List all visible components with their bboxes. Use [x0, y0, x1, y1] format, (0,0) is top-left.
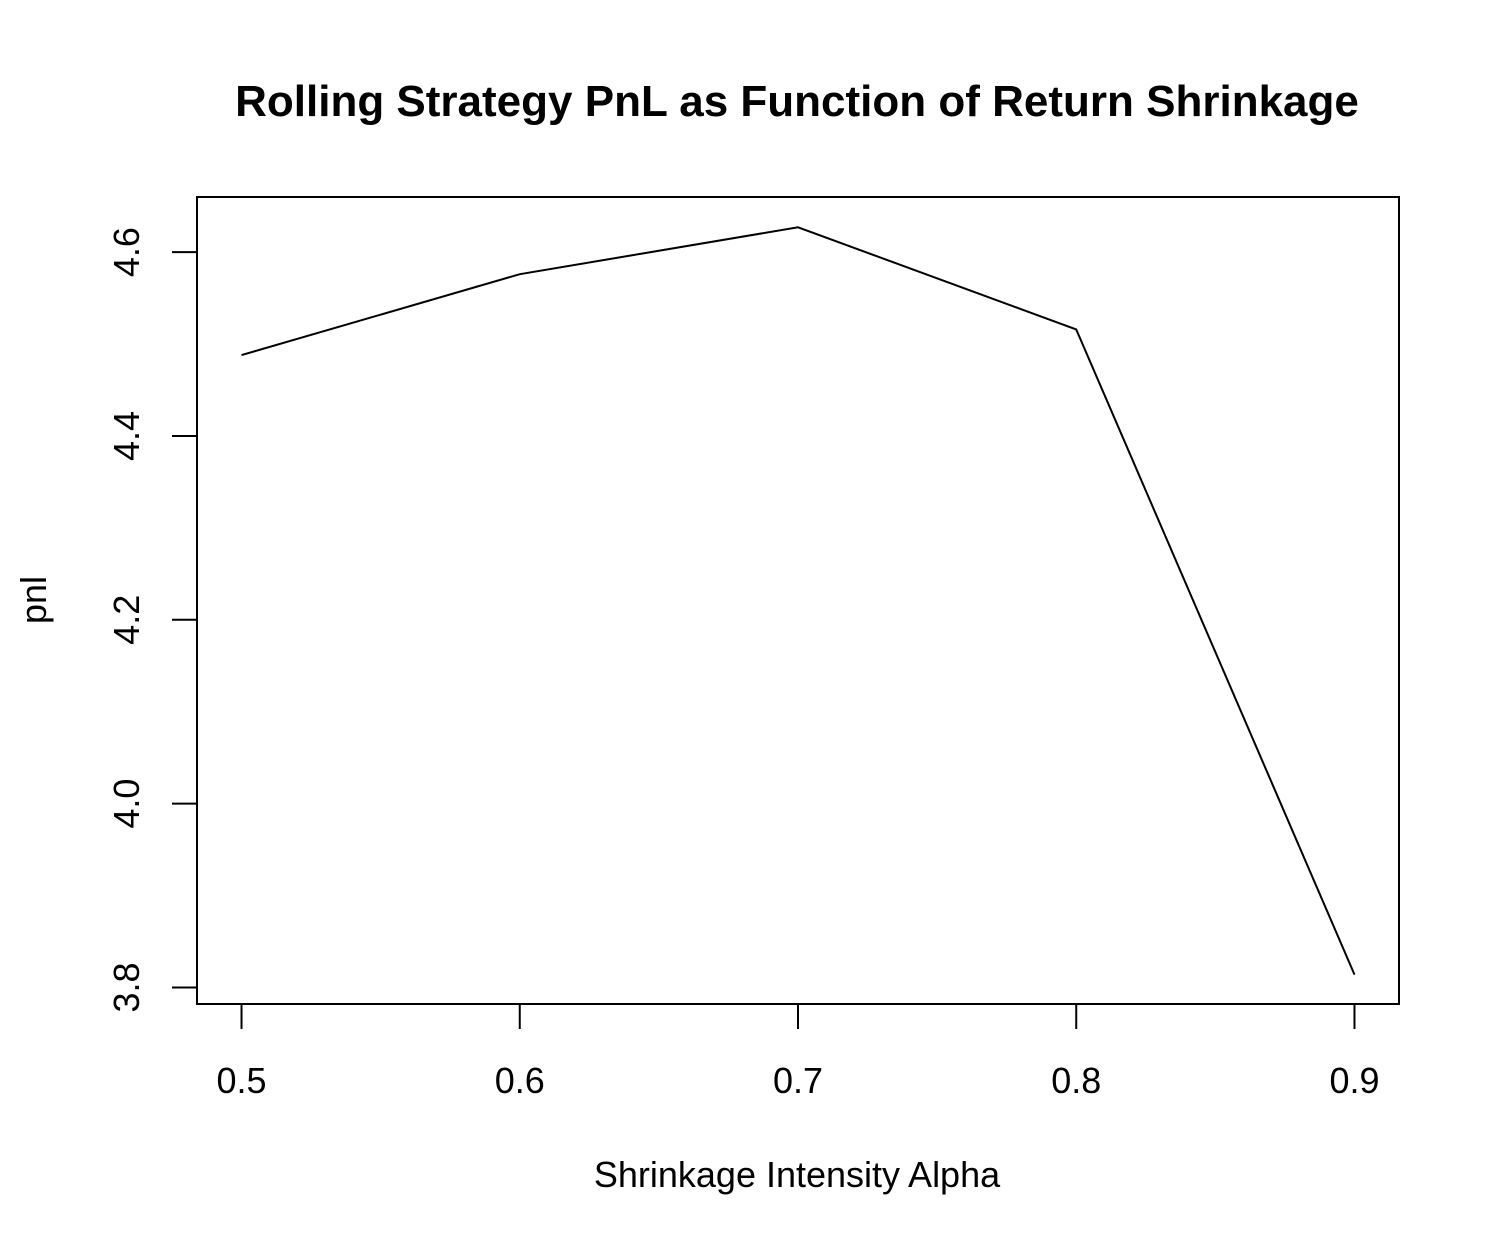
y-axis: 3.8 4.0 4.2 4.4 4.6	[106, 227, 198, 1012]
series-line-pnl	[241, 226, 1356, 975]
y-axis-label: pnl	[13, 576, 54, 624]
x-tick-label: 0.5	[216, 1060, 266, 1101]
series-group	[241, 226, 1356, 975]
x-tick-label: 0.8	[1051, 1060, 1101, 1101]
y-tick-label: 4.4	[106, 411, 147, 461]
y-tick-label: 4.0	[106, 779, 147, 829]
x-tick-label: 0.7	[773, 1060, 823, 1101]
x-axis: 0.5 0.6 0.7 0.8 0.9	[216, 1003, 1380, 1101]
y-tick-label: 4.2	[106, 595, 147, 645]
y-tick-label: 3.8	[106, 962, 147, 1012]
x-tick-label: 0.9	[1329, 1060, 1379, 1101]
x-axis-label: Shrinkage Intensity Alpha	[594, 1154, 1001, 1195]
y-tick-label: 4.6	[106, 227, 147, 277]
x-tick-label: 0.6	[495, 1060, 545, 1101]
chart-title: Rolling Strategy PnL as Function of Retu…	[235, 77, 1359, 126]
